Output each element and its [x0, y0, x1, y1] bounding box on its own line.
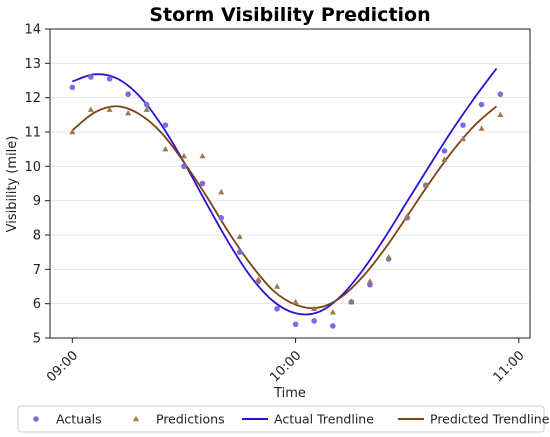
- y-tick-label: 11: [24, 126, 41, 141]
- y-tick-label: 10: [24, 160, 41, 175]
- prediction-point: [162, 145, 169, 152]
- legend: Actuals Predictions Actual Trendline Predic…: [17, 405, 550, 433]
- actual-point: [125, 91, 131, 98]
- y-tick-label: 13: [24, 57, 41, 72]
- data-points: [69, 74, 504, 329]
- y-tick-label: 12: [24, 91, 41, 106]
- actual-point: [274, 306, 280, 312]
- y-tick-label: 9: [33, 194, 41, 209]
- chart-title: Storm Visibility Prediction: [149, 4, 430, 26]
- actual-point: [69, 84, 76, 91]
- legend-frame: [17, 405, 545, 433]
- y-axis-label: Visibility (mile): [5, 136, 20, 233]
- legend-label: Predictions: [156, 412, 225, 427]
- actual-point: [236, 249, 243, 255]
- prediction-point: [422, 182, 429, 188]
- actual-point: [292, 321, 299, 328]
- actual-point: [106, 75, 113, 82]
- x-axis-label: Time: [273, 386, 306, 401]
- prediction-point: [87, 106, 94, 112]
- y-tick-label: 5: [33, 332, 41, 347]
- actual-point: [143, 101, 150, 108]
- legend-label: Predicted Trendline: [430, 412, 550, 427]
- prediction-point: [478, 125, 485, 131]
- prediction-point: [292, 298, 299, 305]
- plot-frame: [49, 28, 531, 339]
- prediction-point: [497, 111, 504, 118]
- prediction-point: [404, 212, 411, 219]
- y-tick-label: 14: [24, 23, 41, 38]
- prediction-point: [329, 309, 336, 315]
- y-tick-label: 7: [33, 263, 41, 278]
- actual-point: [441, 148, 448, 154]
- prediction-point: [274, 283, 281, 289]
- actual-point: [478, 101, 485, 108]
- prediction-point: [236, 233, 243, 239]
- prediction-point: [441, 156, 448, 162]
- y-tick-label: 8: [33, 229, 41, 244]
- prediction-point: [459, 135, 467, 142]
- actual-point: [199, 180, 206, 187]
- legend-marker-predictions: [132, 415, 140, 422]
- prediction-point: [69, 128, 76, 135]
- prediction-point: [218, 188, 225, 195]
- actual-point: [311, 318, 317, 324]
- actual-point: [218, 215, 225, 221]
- prediction-point: [385, 254, 392, 260]
- legend-marker-actuals: [33, 416, 39, 422]
- y-tick-label: 6: [33, 297, 41, 312]
- prediction-point: [311, 305, 318, 312]
- actual-point: [497, 91, 504, 98]
- actual-point: [181, 163, 187, 170]
- actual-point: [330, 323, 336, 329]
- prediction-point: [366, 278, 373, 284]
- prediction-point: [125, 109, 132, 116]
- actual-trendline-line: [72, 67, 498, 316]
- actual-point: [88, 74, 94, 80]
- prediction-point: [199, 152, 206, 159]
- prediction-point: [106, 106, 113, 112]
- actual-point: [162, 122, 169, 128]
- actual-point: [460, 122, 466, 128]
- prediction-point: [348, 298, 355, 305]
- legend-label: Actual Trendline: [274, 412, 374, 427]
- prediction-point: [255, 276, 262, 282]
- legend-label: Actuals: [56, 412, 102, 427]
- prediction-point: [143, 106, 150, 112]
- prediction-point: [180, 152, 187, 159]
